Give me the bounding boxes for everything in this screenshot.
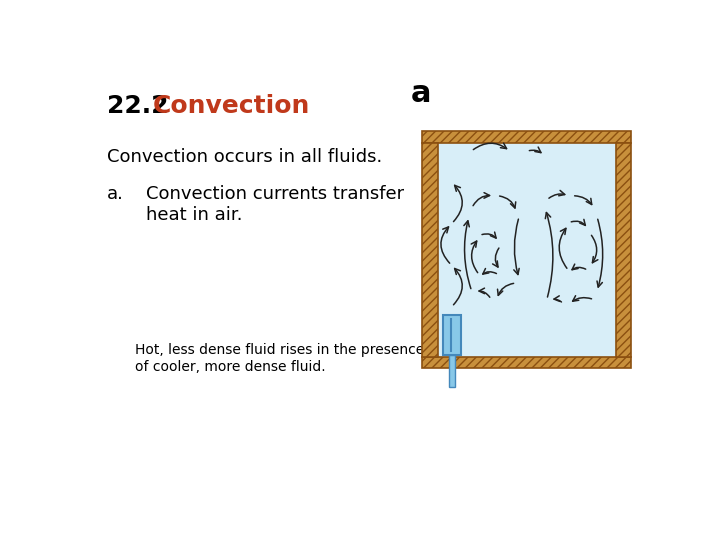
Bar [616, 143, 631, 357]
Text: a.: a. [107, 185, 124, 204]
Text: 22.2: 22.2 [107, 94, 177, 118]
Bar [438, 143, 616, 357]
Text: Hot, less dense fluid rises in the presence
of cooler, more dense fluid.: Hot, less dense fluid rises in the prese… [135, 343, 424, 374]
Bar [422, 131, 631, 143]
Text: Convection occurs in all fluids.: Convection occurs in all fluids. [107, 148, 382, 166]
Text: Convection currents transfer
heat in air.: Convection currents transfer heat in air… [145, 185, 404, 224]
Text: Convection: Convection [153, 94, 310, 118]
Bar [449, 355, 455, 387]
Bar [422, 143, 438, 357]
Text: a: a [411, 79, 431, 109]
Bar [444, 315, 461, 355]
Bar [422, 357, 631, 368]
